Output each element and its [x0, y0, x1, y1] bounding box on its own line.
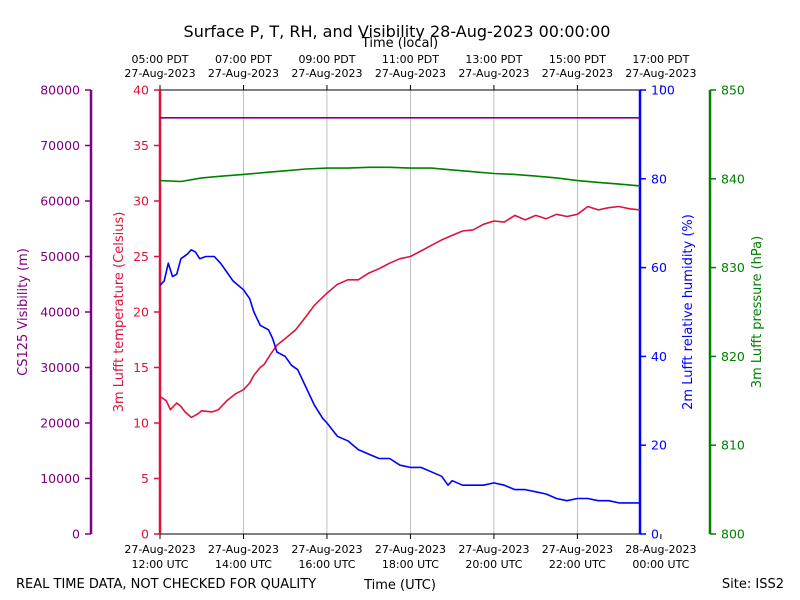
x-tick-label-top-time: 11:00 PDT	[382, 53, 439, 66]
temperature-tick-label: 25	[133, 249, 149, 264]
x-tick-label-bottom-date: 27-Aug-2023	[375, 543, 446, 556]
temperature-series-line	[159, 205, 641, 419]
visibility-tick-label: 70000	[40, 138, 80, 153]
x-tick-label-top-date: 27-Aug-2023	[208, 67, 279, 80]
visibility-axis-title: CS125 Visibility (m)	[16, 248, 31, 376]
x-tick-label-bottom-time: 18:00 UTC	[382, 558, 439, 571]
x-tick-label-bottom-date: 27-Aug-2023	[542, 543, 613, 556]
top-axis-label: Time (local)	[361, 36, 438, 51]
x-tick-label-bottom-time: 20:00 UTC	[465, 558, 522, 571]
temperature-tick-label: 35	[133, 138, 149, 153]
x-tick-label-top-time: 15:00 PDT	[549, 53, 606, 66]
temperature-tick-label: 15	[133, 360, 149, 375]
x-tick-label-top-date: 27-Aug-2023	[291, 67, 362, 80]
pressure-tick-label: 840	[721, 171, 745, 186]
quality-disclaimer: REAL TIME DATA, NOT CHECKED FOR QUALITY	[16, 577, 316, 592]
x-tick-label-top-time: 05:00 PDT	[131, 53, 188, 66]
humidity-axis-title: 2m Lufft relative humidity (%)	[681, 214, 696, 410]
pressure-tick-label: 800	[721, 527, 745, 542]
x-tick-label-bottom-date: 27-Aug-2023	[124, 543, 195, 556]
visibility-tick-label: 60000	[40, 194, 80, 209]
visibility-tick-label: 40000	[40, 305, 80, 320]
temperature-axis-title: 3m Lufft temperature (Celsius)	[112, 212, 127, 413]
x-tick-label-bottom-time: 16:00 UTC	[298, 558, 355, 571]
x-tick-label-top-time: 09:00 PDT	[298, 53, 355, 66]
pressure-tick-label: 810	[721, 438, 745, 453]
x-tick-label-bottom-date: 28-Aug-2023	[625, 543, 696, 556]
x-tick-label-top-date: 27-Aug-2023	[542, 67, 613, 80]
temperature-tick-label: 40	[133, 83, 149, 98]
x-tick-label-top-time: 17:00 PDT	[632, 53, 689, 66]
x-tick-label-top-time: 07:00 PDT	[215, 53, 272, 66]
pressure-tick-label: 850	[721, 83, 745, 98]
humidity-tick-label: 80	[651, 171, 667, 186]
visibility-tick-label: 80000	[40, 83, 80, 98]
x-tick-label-bottom-date: 27-Aug-2023	[458, 543, 529, 556]
site-label: Site: ISS2	[722, 577, 784, 592]
humidity-tick-label: 20	[651, 438, 667, 453]
pressure-series-line	[159, 166, 641, 187]
visibility-tick-label: 0	[72, 527, 80, 542]
x-tick-label-bottom-date: 27-Aug-2023	[208, 543, 279, 556]
visibility-tick-label: 10000	[40, 471, 80, 486]
humidity-tick-label: 40	[651, 349, 667, 364]
x-tick-label-top-time: 13:00 PDT	[465, 53, 522, 66]
visibility-tick-label: 20000	[40, 416, 80, 431]
x-tick-label-bottom-time: 00:00 UTC	[632, 558, 689, 571]
humidity-tick-label: 100	[651, 83, 675, 98]
x-tick-label-bottom-time: 14:00 UTC	[215, 558, 272, 571]
temperature-tick-label: 5	[141, 471, 149, 486]
humidity-series-line	[159, 249, 640, 504]
temperature-tick-label: 30	[133, 194, 149, 209]
humidity-tick-label: 60	[651, 260, 667, 275]
x-tick-label-top-date: 27-Aug-2023	[458, 67, 529, 80]
visibility-tick-label: 50000	[40, 249, 80, 264]
humidity-tick-label: 0	[651, 527, 659, 542]
chart-title: Surface P, T, RH, and Visibility 28-Aug-…	[184, 22, 611, 41]
pressure-tick-label: 820	[721, 349, 745, 364]
pressure-tick-label: 830	[721, 260, 745, 275]
x-tick-label-top-date: 27-Aug-2023	[375, 67, 446, 80]
visibility-tick-label: 30000	[40, 360, 80, 375]
x-tick-label-bottom-date: 27-Aug-2023	[291, 543, 362, 556]
x-axis-label: Time (UTC)	[363, 578, 436, 593]
x-tick-label-top-date: 27-Aug-2023	[625, 67, 696, 80]
x-tick-label-top-date: 27-Aug-2023	[124, 67, 195, 80]
plot-area: 27-Aug-2023 12:00 UTC 27-Aug-2023 14:00 UTC…	[16, 53, 765, 571]
temperature-tick-label: 10	[133, 416, 149, 431]
temperature-tick-label: 0	[141, 527, 149, 542]
x-tick-label-bottom-time: 22:00 UTC	[549, 558, 606, 571]
pressure-axis-title: 3m Lufft pressure (hPa)	[750, 236, 765, 388]
temperature-tick-label: 20	[133, 305, 149, 320]
x-tick-label-bottom-time: 12:00 UTC	[131, 558, 188, 571]
